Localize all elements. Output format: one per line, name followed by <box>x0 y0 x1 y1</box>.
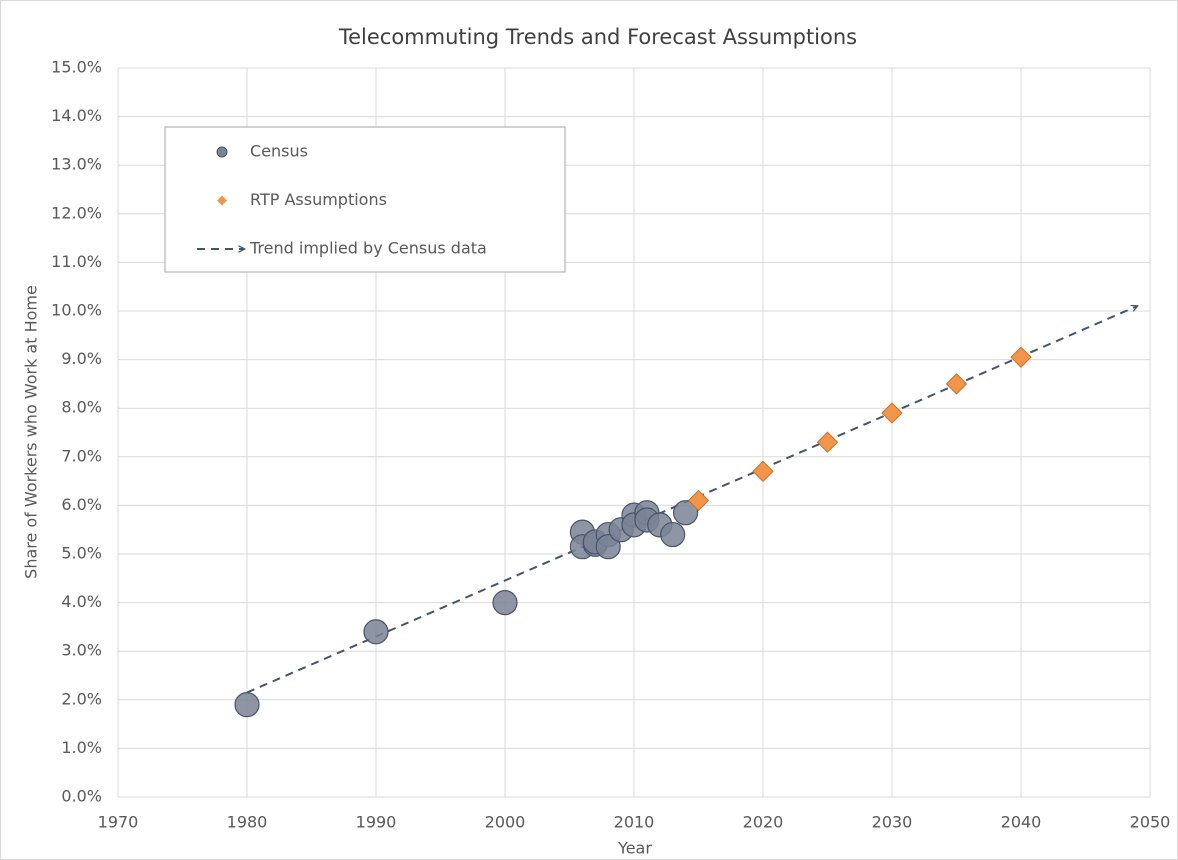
x-tick-label: 2050 <box>1130 813 1171 832</box>
legend-box <box>164 126 566 273</box>
y-tick-label: 13.0% <box>51 155 102 174</box>
x-axis-title: Year <box>617 839 652 858</box>
legend-marker <box>217 195 227 206</box>
legend-label: Census <box>250 142 308 161</box>
x-tick-label: 1990 <box>356 813 397 832</box>
rtp-point <box>816 431 839 453</box>
census-point <box>660 521 686 548</box>
x-tick-label: 1970 <box>98 813 139 832</box>
census-point <box>672 500 699 526</box>
legend-label: RTP Assumptions <box>250 190 387 209</box>
y-tick-label: 5.0% <box>61 544 102 563</box>
y-tick-label: 4.0% <box>61 592 102 611</box>
y-tick-label: 1.0% <box>61 738 102 757</box>
y-tick-label: 9.0% <box>61 349 102 368</box>
x-tick-label: 2030 <box>872 813 913 832</box>
x-tick-label: 2040 <box>1001 813 1042 832</box>
trend-line <box>246 306 1137 694</box>
y-tick-label: 3.0% <box>61 641 102 660</box>
y-tick-label: 12.0% <box>51 203 102 222</box>
y-tick-label: 15.0% <box>51 58 102 77</box>
rtp-point <box>1010 346 1032 368</box>
y-tick-label: 10.0% <box>51 301 102 320</box>
y-tick-label: 8.0% <box>61 398 102 417</box>
chart-title: Telecommuting Trends and Forecast Assump… <box>338 25 857 49</box>
rtp-point <box>687 489 710 512</box>
y-tick-label: 6.0% <box>61 495 102 514</box>
rtp-point <box>945 373 968 395</box>
census-point <box>595 534 621 560</box>
legend-label: Trend implied by Census data <box>249 239 487 258</box>
census-point <box>363 619 389 645</box>
y-axis-title: Share of Workers who Work at Home <box>22 285 41 579</box>
y-tick-label: 2.0% <box>61 689 102 708</box>
y-tick-label: 0.0% <box>61 787 102 806</box>
legend-marker <box>216 146 228 158</box>
census-point <box>492 589 518 616</box>
y-tick-label: 7.0% <box>61 446 102 465</box>
x-tick-label: 2010 <box>614 813 655 832</box>
y-tick-label: 14.0% <box>51 106 102 125</box>
y-tick-label: 11.0% <box>51 252 102 271</box>
rtp-point <box>752 460 774 483</box>
x-tick-label: 2020 <box>743 813 784 832</box>
census-point <box>234 692 260 718</box>
x-tick-label: 1980 <box>227 813 268 832</box>
rtp-point <box>881 402 903 424</box>
x-tick-label: 2000 <box>485 813 526 832</box>
